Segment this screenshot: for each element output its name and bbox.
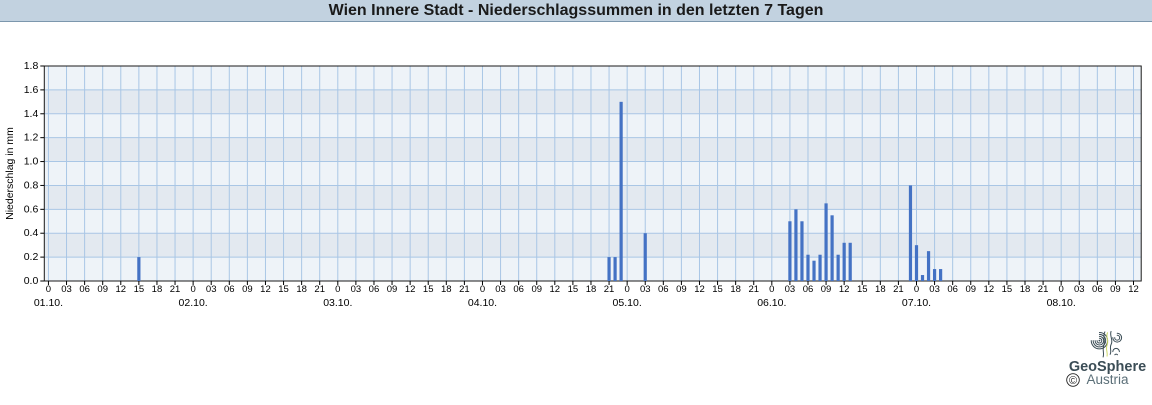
svg-text:09: 09 [531,284,542,295]
svg-text:06: 06 [947,284,958,295]
svg-text:1.8: 1.8 [24,60,39,72]
svg-text:03: 03 [206,284,217,295]
svg-text:12: 12 [839,284,850,295]
svg-text:0.0: 0.0 [24,275,39,287]
svg-text:21: 21 [1038,284,1049,295]
svg-text:0.8: 0.8 [24,179,39,191]
svg-text:06: 06 [513,284,524,295]
svg-text:21: 21 [748,284,759,295]
svg-text:09: 09 [821,284,832,295]
svg-text:05.10.: 05.10. [613,297,642,309]
svg-text:02.10.: 02.10. [179,297,208,309]
svg-text:Austria: Austria [1086,372,1129,387]
svg-text:21: 21 [893,284,904,295]
svg-text:09: 09 [676,284,687,295]
svg-text:0.6: 0.6 [24,203,39,215]
svg-text:12: 12 [694,284,705,295]
svg-text:15: 15 [568,284,579,295]
svg-text:08.10.: 08.10. [1047,297,1076,309]
svg-text:04.10.: 04.10. [468,297,497,309]
svg-text:09: 09 [242,284,253,295]
svg-text:18: 18 [875,284,886,295]
svg-text:15: 15 [712,284,723,295]
svg-text:12: 12 [984,284,995,295]
svg-text:09: 09 [387,284,398,295]
svg-text:0: 0 [190,284,195,295]
svg-text:18: 18 [586,284,597,295]
svg-text:18: 18 [152,284,163,295]
svg-text:18: 18 [441,284,452,295]
svg-text:15: 15 [857,284,868,295]
svg-text:0: 0 [1059,284,1064,295]
svg-text:1.4: 1.4 [24,108,39,120]
svg-text:06: 06 [1092,284,1103,295]
svg-text:03.10.: 03.10. [323,297,352,309]
svg-text:15: 15 [1002,284,1013,295]
svg-text:06: 06 [803,284,814,295]
svg-text:12: 12 [116,284,127,295]
svg-text:0.2: 0.2 [24,251,39,263]
svg-text:12: 12 [405,284,416,295]
svg-text:03: 03 [1074,284,1085,295]
svg-text:21: 21 [314,284,325,295]
svg-text:15: 15 [278,284,289,295]
svg-text:03: 03 [929,284,940,295]
svg-text:06: 06 [79,284,90,295]
svg-text:06: 06 [658,284,669,295]
svg-text:06.10.: 06.10. [757,297,786,309]
svg-text:01.10.: 01.10. [34,297,63,309]
svg-text:03: 03 [640,284,651,295]
svg-text:07.10.: 07.10. [902,297,931,309]
svg-text:06: 06 [369,284,380,295]
svg-text:12: 12 [1128,284,1139,295]
svg-text:21: 21 [604,284,615,295]
svg-text:0: 0 [480,284,485,295]
svg-text:21: 21 [170,284,181,295]
svg-text:03: 03 [351,284,362,295]
svg-text:09: 09 [97,284,108,295]
svg-text:03: 03 [61,284,72,295]
svg-text:18: 18 [1020,284,1031,295]
svg-text:Niederschlag in mm: Niederschlag in mm [4,127,16,220]
svg-text:18: 18 [730,284,741,295]
svg-text:0: 0 [335,284,340,295]
svg-text:1.6: 1.6 [24,84,39,96]
svg-text:12: 12 [260,284,271,295]
svg-text:1.2: 1.2 [24,132,39,144]
svg-text:0: 0 [625,284,630,295]
svg-text:0.4: 0.4 [24,227,39,239]
svg-text:21: 21 [459,284,470,295]
svg-text:12: 12 [550,284,561,295]
svg-text:03: 03 [785,284,796,295]
svg-text:0: 0 [769,284,774,295]
svg-text:06: 06 [224,284,235,295]
svg-text:1.0: 1.0 [24,156,39,168]
svg-text:18: 18 [296,284,307,295]
svg-text:09: 09 [965,284,976,295]
svg-text:09: 09 [1110,284,1121,295]
svg-text:15: 15 [423,284,434,295]
svg-text:0: 0 [46,284,51,295]
svg-text:03: 03 [495,284,506,295]
svg-text:0: 0 [914,284,919,295]
svg-text:15: 15 [134,284,145,295]
